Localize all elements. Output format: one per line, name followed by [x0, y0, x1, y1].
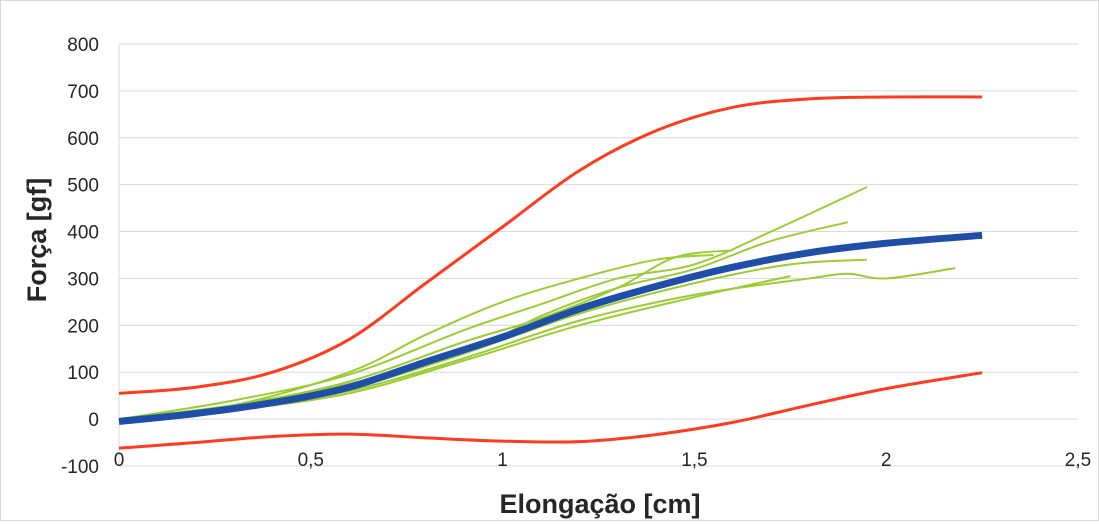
y-tick-label: 500 [67, 176, 99, 197]
y-tick-label: 800 [67, 35, 99, 56]
y-tick-label: 700 [67, 82, 99, 103]
y-tick-label: 200 [67, 316, 99, 337]
mean-series-line [118, 231, 983, 425]
sample-series-line [118, 275, 791, 421]
y-tick-label: -100 [61, 457, 99, 478]
y-axis-ticks: -100 0 100 200 300 400 500 600 700 800 [61, 35, 99, 478]
y-tick-label: 0 [88, 410, 99, 431]
y-tick-label: 400 [67, 223, 99, 244]
y-tick-label: 100 [67, 363, 99, 384]
x-axis-ticks: 0 0,5 1 1,5 2 2,5 [114, 450, 1092, 471]
x-tick-label: 0,5 [298, 450, 324, 471]
x-tick-label: 0 [114, 450, 125, 471]
y-axis-title: Força [gf] [22, 178, 52, 303]
upper-limit-series-line [118, 95, 983, 395]
y-tick-label: 600 [67, 129, 99, 150]
x-tick-label: 2 [881, 450, 892, 471]
sample-series-line [118, 221, 849, 421]
x-axis-title: Elongação [cm] [499, 489, 700, 519]
sample-series-line [118, 186, 868, 421]
sample-series-line [118, 254, 714, 421]
y-tick-label: 300 [67, 269, 99, 290]
x-tick-label: 1 [497, 450, 508, 471]
gridlines [118, 43, 1078, 467]
x-tick-label: 2,5 [1065, 450, 1091, 471]
lower-limit-series-line [118, 371, 983, 450]
x-tick-label: 1,5 [681, 450, 707, 471]
series-lines [118, 95, 983, 450]
